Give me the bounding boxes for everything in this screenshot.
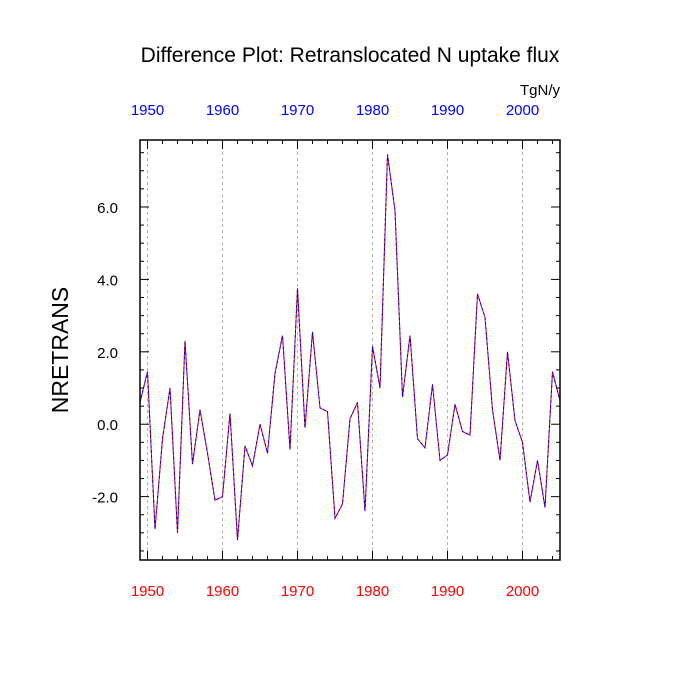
x-tick-label-bottom: 1960 [206,583,239,600]
tick-labels: 1950 1950 1960 1960 1970 1970 1980 1980 1990 1990… [92,102,539,600]
chart-title: Difference Plot: Retranslocated N uptake… [141,44,560,67]
y-tick-label: 6.0 [97,200,118,217]
grid [147,140,523,560]
x-tick-label-bottom: 1950 [131,583,164,600]
series-lines [139,154,561,541]
x-tick-label-top: 1980 [356,102,389,119]
y-tick-label: 2.0 [97,345,118,362]
y-tick-label: 4.0 [97,272,118,289]
y-axis-label: NRETRANS [47,287,73,414]
x-tick-label-bottom: 1970 [281,583,314,600]
x-tick-label-bottom: 1980 [356,583,389,600]
y-tick-label: -2.0 [92,490,118,507]
x-tick-label-top: 1950 [131,102,164,119]
units-label: TgN/y [520,82,561,99]
x-tick-label-bottom: 1990 [431,583,464,600]
axis-ticks [140,140,560,560]
series-line-red [139,154,561,541]
plot-frame [139,139,561,561]
x-tick-label-top: 2000 [506,102,539,119]
x-tick-label-top: 1990 [431,102,464,119]
series-line-blue [139,154,561,541]
x-tick-label-bottom: 2000 [506,583,539,600]
x-tick-label-top: 1970 [281,102,314,119]
x-tick-label-top: 1960 [206,102,239,119]
y-tick-label: 0.0 [97,417,118,434]
